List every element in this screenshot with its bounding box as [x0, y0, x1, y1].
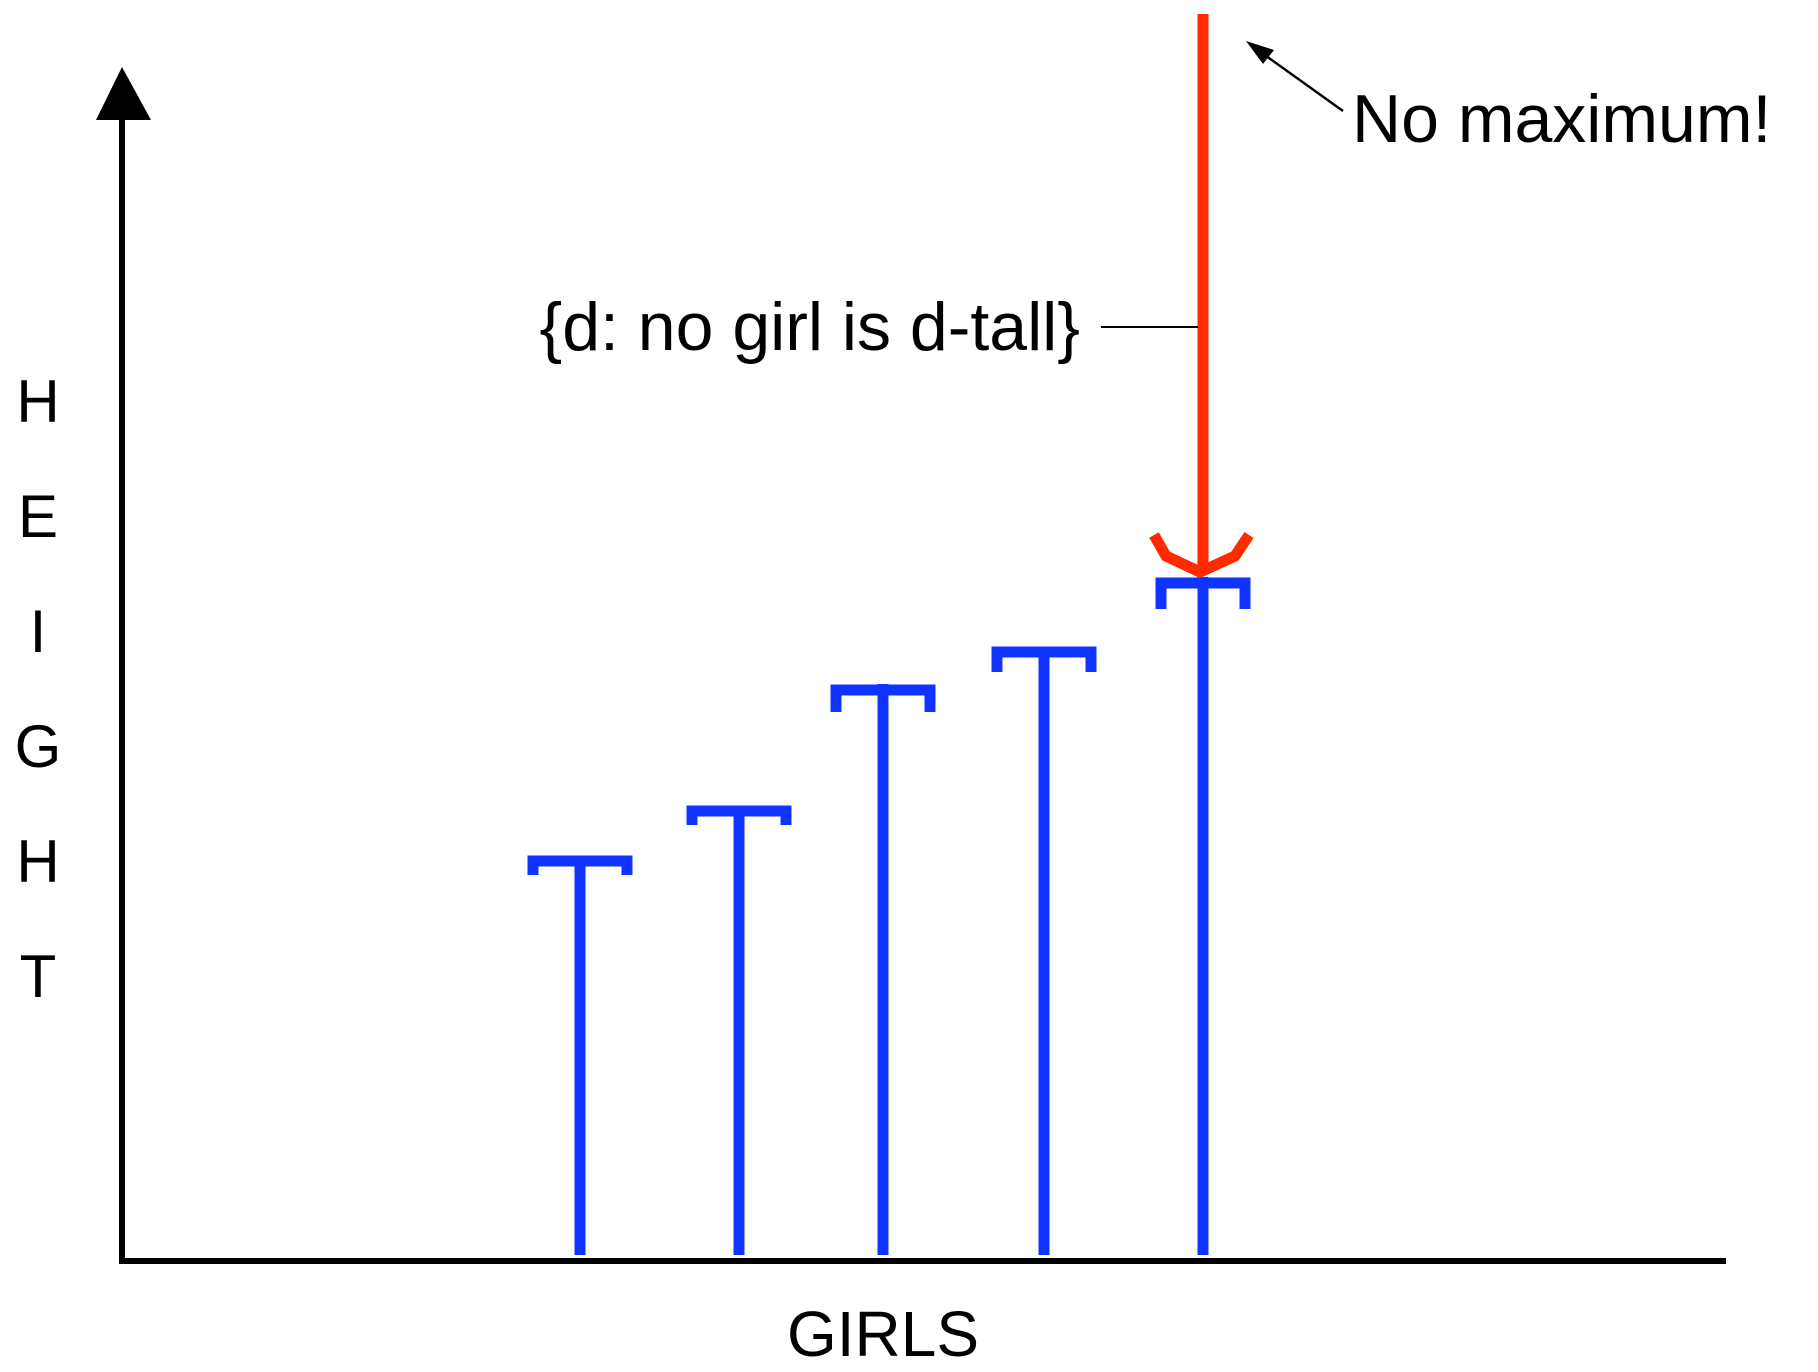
y-axis-letter: G: [15, 713, 62, 780]
y-axis-letter: E: [18, 483, 58, 550]
girl: [527, 855, 633, 1255]
girl: [686, 805, 792, 1255]
y-axis-letter: H: [16, 828, 59, 895]
x-axis-label: GIRLS: [787, 1298, 979, 1370]
y-axis-letter: H: [16, 368, 59, 435]
girl: [1155, 577, 1251, 1255]
set-label: {d: no girl is d-tall}: [539, 289, 1080, 365]
girls: [527, 577, 1251, 1255]
no-maximum-label: No maximum!: [1352, 81, 1771, 157]
red-bracket: [1149, 531, 1254, 579]
girl: [830, 684, 936, 1255]
y-axis-letter: I: [30, 598, 47, 665]
y-axis-letter: T: [20, 943, 57, 1010]
girl: [991, 646, 1097, 1255]
y-axis-arrow: [96, 67, 151, 120]
annotation-arrow-line: [1261, 51, 1344, 113]
annotation-arrow-head: [1246, 41, 1274, 64]
